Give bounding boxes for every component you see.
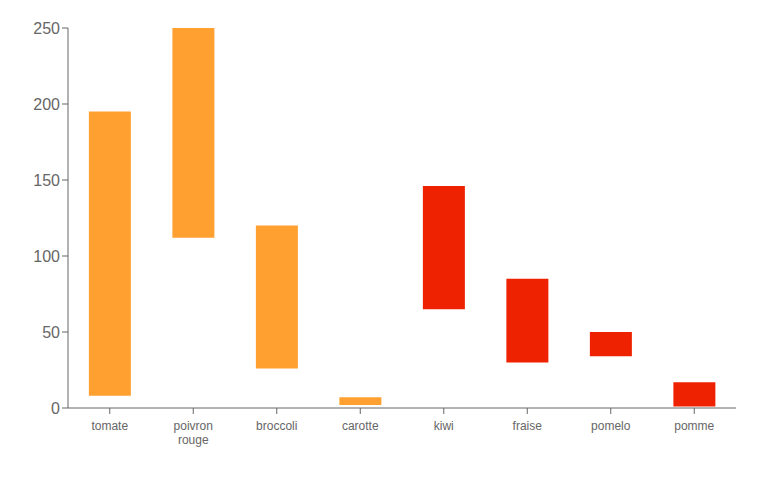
svg-text:100: 100 xyxy=(33,248,60,265)
svg-text:150: 150 xyxy=(33,172,60,189)
svg-text:broccoli: broccoli xyxy=(256,419,297,433)
svg-text:tomate: tomate xyxy=(91,419,128,433)
svg-text:fraise: fraise xyxy=(513,419,543,433)
svg-text:poivronrouge: poivronrouge xyxy=(174,419,213,447)
svg-text:250: 250 xyxy=(33,20,60,37)
svg-text:kiwi: kiwi xyxy=(434,419,454,433)
svg-text:50: 50 xyxy=(42,324,60,341)
svg-text:0: 0 xyxy=(51,400,60,417)
svg-text:pomme: pomme xyxy=(674,419,714,433)
svg-text:pomelo: pomelo xyxy=(591,419,631,433)
svg-text:200: 200 xyxy=(33,96,60,113)
svg-text:carotte: carotte xyxy=(342,419,379,433)
